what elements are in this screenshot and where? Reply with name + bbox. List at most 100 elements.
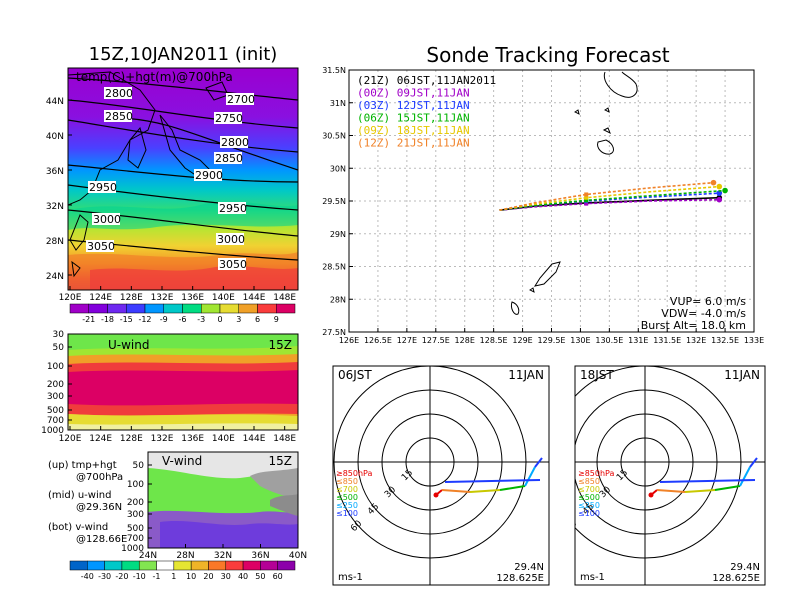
hodograph-segment <box>739 466 751 487</box>
lon-tick-label: 126E <box>339 336 359 345</box>
svg-text:2800: 2800 <box>105 87 133 100</box>
hodograph-lon: 128.625E <box>496 573 544 584</box>
lon-tick-label: 120E <box>59 293 82 303</box>
track-lat-ticks: 31.5N 31N 30.5N 30N 29.5N 29N 28.5N 28N 27.5N <box>322 66 353 337</box>
colorbar-label: -10 <box>133 572 146 581</box>
lon-tick-label: 136E <box>181 293 204 303</box>
pressure-tick-label: 30 <box>53 330 65 340</box>
lat-tick-label: 40N <box>289 551 307 561</box>
contour-label: 2900 <box>194 169 223 182</box>
colorbar-label: -15 <box>120 315 133 324</box>
lon-tick-label: 128E <box>120 293 143 303</box>
lon-tick-label: 132.5E <box>711 336 739 345</box>
level-legend-entry: ≤500 <box>578 493 600 502</box>
colorbar-cell <box>238 303 258 314</box>
contour-label: 3000 <box>216 233 245 246</box>
hodograph-segment <box>749 457 758 468</box>
lat-tick-label: 28N <box>330 295 346 304</box>
colorbar-cell <box>126 303 146 314</box>
legend-entry: (00Z) 09JST,11JAN <box>357 87 470 100</box>
contour-label: 2850 <box>214 152 243 165</box>
hodograph-time: 06JST <box>338 368 372 382</box>
svg-text:2900: 2900 <box>195 169 223 182</box>
colorbar-label: 50 <box>255 572 265 581</box>
v-wind-time: 15Z <box>269 454 293 468</box>
pressure-tick-label: 700 <box>47 416 64 426</box>
hodograph-date: 11JAN <box>724 368 760 382</box>
lon-tick-label: 131E <box>628 336 648 345</box>
contour-label: 2950 <box>218 202 247 215</box>
colorbar-cell <box>121 560 140 571</box>
colorbar-label: -20 <box>115 572 128 581</box>
hodograph-unit: ms-1 <box>338 572 363 583</box>
svg-text:2950: 2950 <box>219 202 247 215</box>
track-end-point <box>716 196 723 203</box>
level-legend-entry: ≤850 <box>336 477 358 486</box>
colorbar-label: 60 <box>273 572 283 581</box>
colorbar-label: 9 <box>274 315 279 324</box>
burst-text: Burst Alt= 18.0 km <box>641 319 746 332</box>
track-panel: (21Z) 06JST,11JAN2011(00Z) 09JST,11JAN(0… <box>322 66 764 345</box>
lon-tick-label: 144E <box>243 293 266 303</box>
hodograph-segment <box>499 485 526 491</box>
level-legend-entry: ≤100 <box>336 509 358 518</box>
pressure-tick-label: 300 <box>47 392 64 402</box>
colorbar-cell <box>201 303 221 314</box>
level-legend-entry: ≥850hPa <box>578 469 615 478</box>
svg-text:2750: 2750 <box>215 112 243 125</box>
surface-point <box>433 492 439 498</box>
vdw-text: VDW= -4.0 m/s <box>661 307 746 320</box>
level-legend-entry: ≤250 <box>336 501 358 510</box>
colorbar-cell <box>138 560 157 571</box>
colorbar-label: -18 <box>101 315 114 324</box>
lat-tick-label: 24N <box>46 272 64 282</box>
contour-label: 2850 <box>104 110 133 123</box>
svg-text:2950: 2950 <box>89 181 117 194</box>
track-legend: (21Z) 06JST,11JAN2011(00Z) 09JST,11JAN(0… <box>357 74 496 150</box>
lat-tick-label: 28.5N <box>322 263 346 272</box>
lon-tick-label: 136E <box>181 434 204 444</box>
surface-point <box>648 492 654 498</box>
colorbar-label: -40 <box>81 572 94 581</box>
vup-text: VUP= 6.0 m/s <box>670 295 746 308</box>
lat-tick-label: 28N <box>46 237 64 247</box>
colorbar-cell <box>260 560 278 571</box>
track-burst-marker <box>584 198 589 203</box>
track-burst-marker <box>584 201 589 206</box>
contour-label: 3000 <box>92 213 121 226</box>
lon-tick-label: 129E <box>512 336 532 345</box>
hodograph-frame <box>574 365 766 586</box>
level-legend-entry: ≤700 <box>578 485 600 494</box>
v-lat-ticks: 24N 28N 32N 36N 40N <box>139 544 307 561</box>
colorbar-cell <box>208 560 227 571</box>
lon-tick-label: 128.5E <box>480 336 508 345</box>
track-end-point <box>722 187 728 194</box>
legend-mid-1: (mid) u-wind <box>48 490 111 501</box>
hodograph-lon: 128.625E <box>712 573 760 584</box>
legend-entry: (06Z) 15JST,11JAN <box>357 112 470 125</box>
lat-tick-label: 40N <box>46 132 64 142</box>
lat-tick-label: 30.5N <box>322 132 346 141</box>
colorbar-label: -3 <box>197 315 205 324</box>
pressure-tick-label: 50 <box>53 343 65 353</box>
colorbar-label: 20 <box>203 572 213 581</box>
track-lon-ticks: 126E 126.5E 127E 127.5E 128E 128.5E 129E 129.5E… <box>339 328 764 345</box>
lon-tick-label: 140E <box>212 434 235 444</box>
temp-map-panel: temp(C)+hgt(m)@700hPa 2800 2700 2850 275… <box>46 67 299 324</box>
track-series <box>499 179 728 211</box>
lon-tick-label: 127E <box>397 336 417 345</box>
colorbar-cell <box>88 303 108 314</box>
track-end-point <box>716 183 723 190</box>
colorbar-cell <box>163 303 183 314</box>
colorbar-cell <box>190 560 209 571</box>
contour-label: 2750 <box>214 112 243 125</box>
hodograph-segment <box>714 485 741 491</box>
contour-label: 2700 <box>226 93 255 106</box>
legend-entry: (09Z) 18JST,11JAN <box>357 124 470 137</box>
colorbar-cell <box>219 303 239 314</box>
hodograph-segment <box>534 457 543 468</box>
